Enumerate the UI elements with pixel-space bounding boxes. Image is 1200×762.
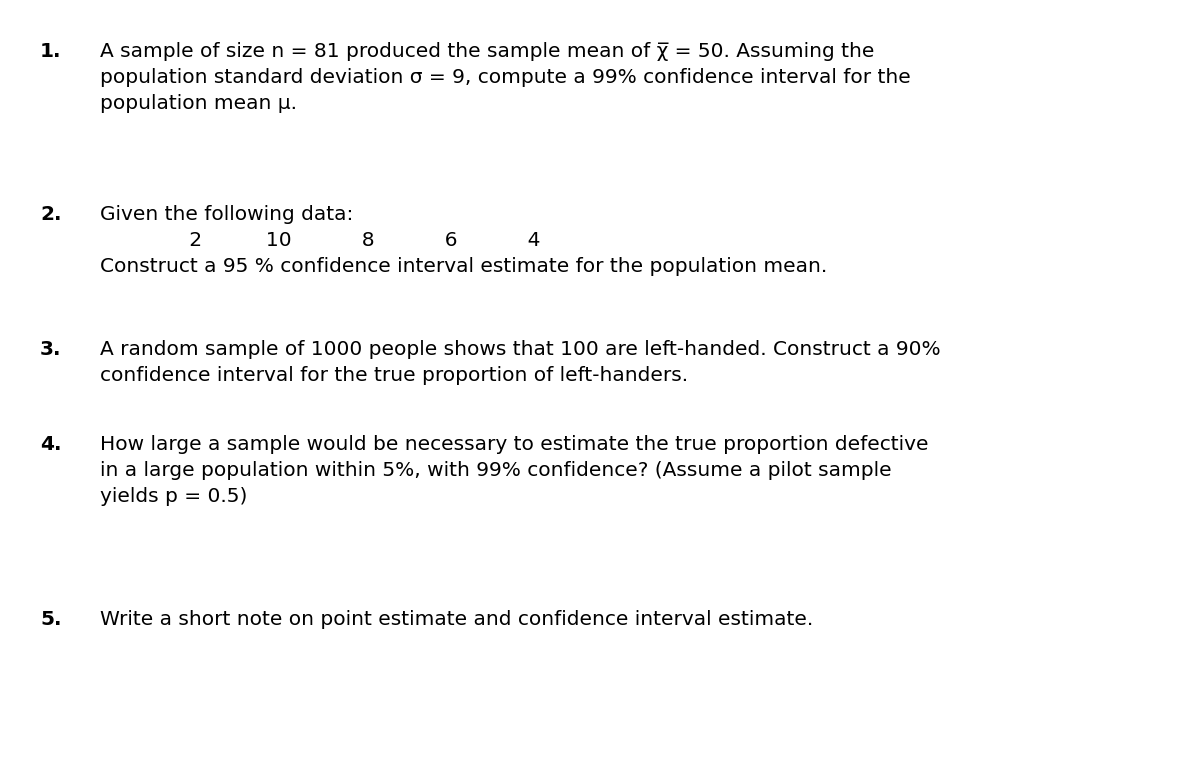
Text: Write a short note on point estimate and confidence interval estimate.: Write a short note on point estimate and…: [100, 610, 814, 629]
Text: How large a sample would be necessary to estimate the true proportion defective: How large a sample would be necessary to…: [100, 435, 929, 454]
Text: 1.: 1.: [40, 42, 61, 61]
Text: Given the following data:: Given the following data:: [100, 205, 353, 224]
Text: 5.: 5.: [40, 610, 61, 629]
Text: 3.: 3.: [40, 340, 61, 359]
Text: 2.: 2.: [40, 205, 61, 224]
Text: A sample of size n = 81 produced the sample mean of χ̅ = 50. Assuming the: A sample of size n = 81 produced the sam…: [100, 42, 875, 61]
Text: in a large population within 5%, with 99% confidence? (Assume a pilot sample: in a large population within 5%, with 99…: [100, 461, 892, 480]
Text: 4.: 4.: [40, 435, 61, 454]
Text: yields p = 0.5): yields p = 0.5): [100, 487, 247, 506]
Text: population standard deviation σ = 9, compute a 99% confidence interval for the: population standard deviation σ = 9, com…: [100, 68, 911, 87]
Text: 2          10           8           6           4: 2 10 8 6 4: [100, 231, 540, 250]
Text: population mean μ.: population mean μ.: [100, 94, 298, 113]
Text: confidence interval for the true proportion of left-handers.: confidence interval for the true proport…: [100, 366, 688, 385]
Text: Construct a 95 % confidence interval estimate for the population mean.: Construct a 95 % confidence interval est…: [100, 257, 827, 276]
Text: A random sample of 1000 people shows that 100 are left-handed. Construct a 90%: A random sample of 1000 people shows tha…: [100, 340, 941, 359]
